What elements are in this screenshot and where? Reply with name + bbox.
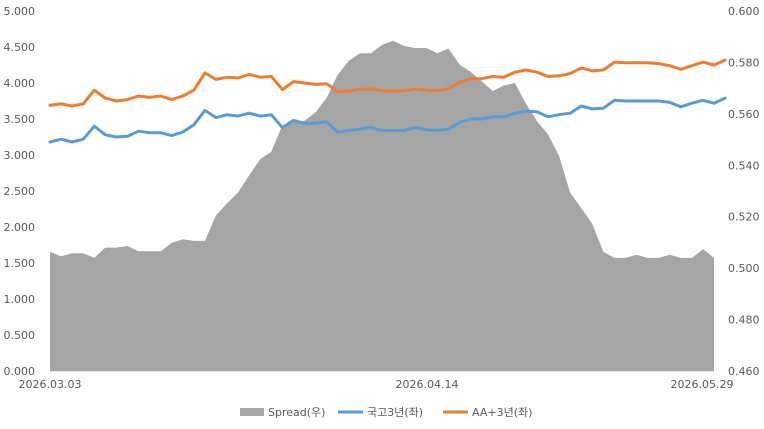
- y-right-tick-label: 0.480: [728, 314, 760, 327]
- y-left-tick-label: 4.500: [4, 41, 36, 54]
- y-right-tick-label: 0.540: [728, 159, 760, 172]
- y-right-tick-label: 0.560: [728, 108, 760, 121]
- y-left-tick-label: 5.000: [4, 5, 36, 18]
- series-line-2: [48, 58, 727, 108]
- spread-area-layer: [50, 40, 714, 372]
- series-spread-area: [50, 40, 714, 372]
- legend-label: Spread(우): [268, 406, 325, 419]
- y-left-tick-label: 2.500: [4, 185, 36, 198]
- legend-label: 국고3년(좌): [367, 406, 423, 419]
- y-left-tick-label: 4.000: [4, 77, 36, 90]
- x-tick-label: 2026.03.03: [19, 378, 82, 391]
- legend-swatch-spread: [240, 408, 264, 416]
- y-left-tick-labels: 0.000 0.500 1.000 1.500 2.000 2.500 3.000 3.500…: [4, 5, 36, 378]
- y-left-tick-label: 0.000: [4, 365, 36, 378]
- y-right-tick-label: 0.580: [728, 56, 760, 69]
- y-left-tick-label: 1.000: [4, 293, 36, 306]
- legend-label: AA+3년(좌): [472, 406, 532, 419]
- series-line-1: [48, 96, 727, 144]
- x-tick-label: 2026.04.14: [396, 378, 459, 391]
- y-right-tick-label: 0.600: [728, 5, 760, 18]
- legend: Spread(우) 국고3년(좌) AA+3년(좌): [240, 406, 532, 419]
- line-layer: [48, 58, 727, 144]
- y-right-tick-label: 0.460: [728, 365, 760, 378]
- y-right-tick-label: 0.520: [728, 211, 760, 224]
- y-right-tick-label: 0.500: [728, 262, 760, 275]
- x-tick-labels: 2026.03.03 2026.04.14 2026.05.29: [19, 378, 734, 391]
- x-tick-label: 2026.05.29: [671, 378, 734, 391]
- y-right-tick-labels: 0.460 0.480 0.500 0.520 0.540 0.560 0.580 0.600: [728, 5, 760, 378]
- y-left-tick-label: 0.500: [4, 329, 36, 342]
- y-left-tick-label: 3.000: [4, 149, 36, 162]
- y-left-tick-label: 1.500: [4, 257, 36, 270]
- y-left-tick-label: 2.000: [4, 221, 36, 234]
- y-left-tick-label: 3.500: [4, 113, 36, 126]
